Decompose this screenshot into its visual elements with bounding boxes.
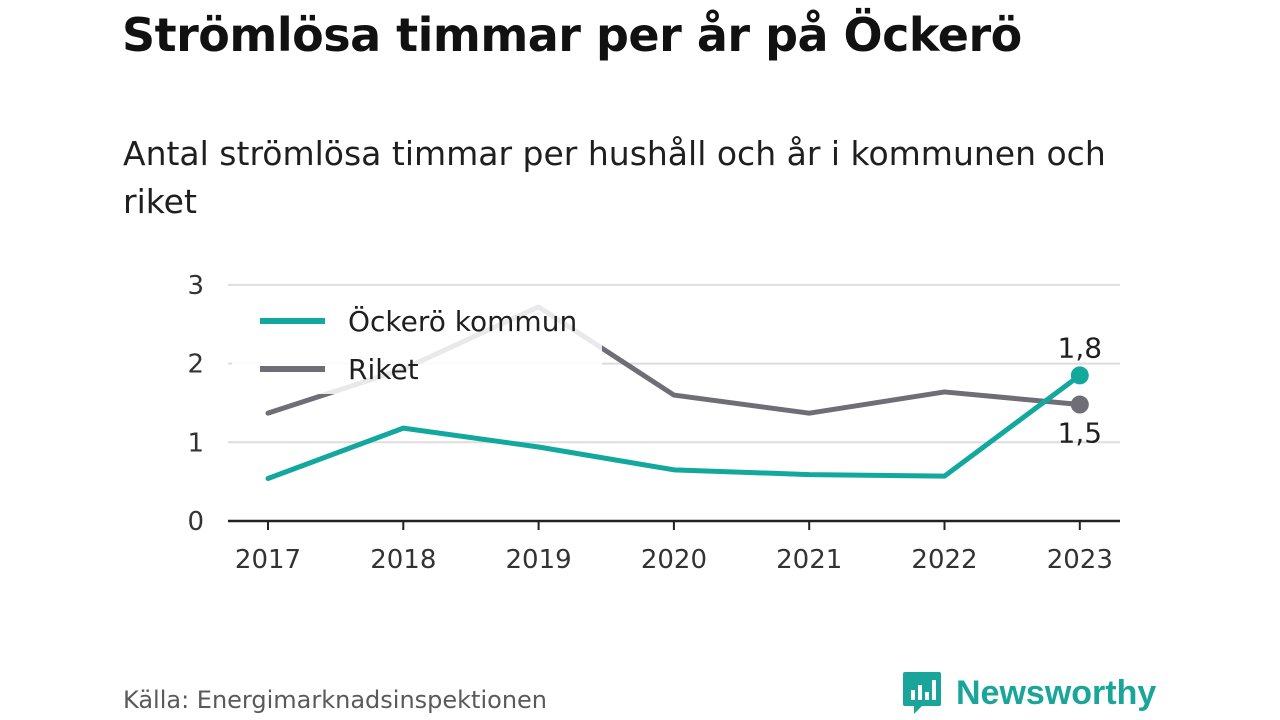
page-subtitle: Antal strömlösa timmar per hushåll och å… [123, 134, 1106, 221]
legend-label: Riket [348, 353, 419, 386]
y-tick-label: 1 [187, 428, 204, 458]
legend-background [232, 290, 602, 394]
x-tick-label: 2023 [1047, 545, 1113, 575]
newsworthy-logo-icon [903, 672, 941, 714]
x-tick-label: 2017 [235, 545, 301, 575]
end-point-marker [1070, 366, 1089, 385]
end-point-marker [1070, 395, 1089, 414]
x-tick-label: 2022 [911, 545, 977, 575]
legend-label: Öckerö kommun [348, 304, 577, 338]
y-tick-label: 0 [187, 507, 204, 537]
page-title: Strömlösa timmar per år på Öckerö [122, 8, 1022, 62]
data-label: 1,5 [1058, 417, 1103, 450]
y-tick-label: 2 [187, 350, 204, 380]
y-tick-label: 3 [187, 271, 204, 301]
data-label: 1,8 [1058, 331, 1103, 364]
x-tick-label: 2018 [370, 545, 436, 575]
series-line-0 [265, 372, 1083, 482]
x-tick-label: 2019 [506, 545, 572, 575]
x-tick-label: 2020 [641, 545, 707, 575]
brand-logo: Newsworthy [902, 670, 1156, 716]
brand-name: Newsworthy [956, 673, 1157, 712]
x-tick-label: 2021 [776, 545, 842, 575]
source-note: Källa: Energimarknadsinspektionen [123, 686, 548, 714]
